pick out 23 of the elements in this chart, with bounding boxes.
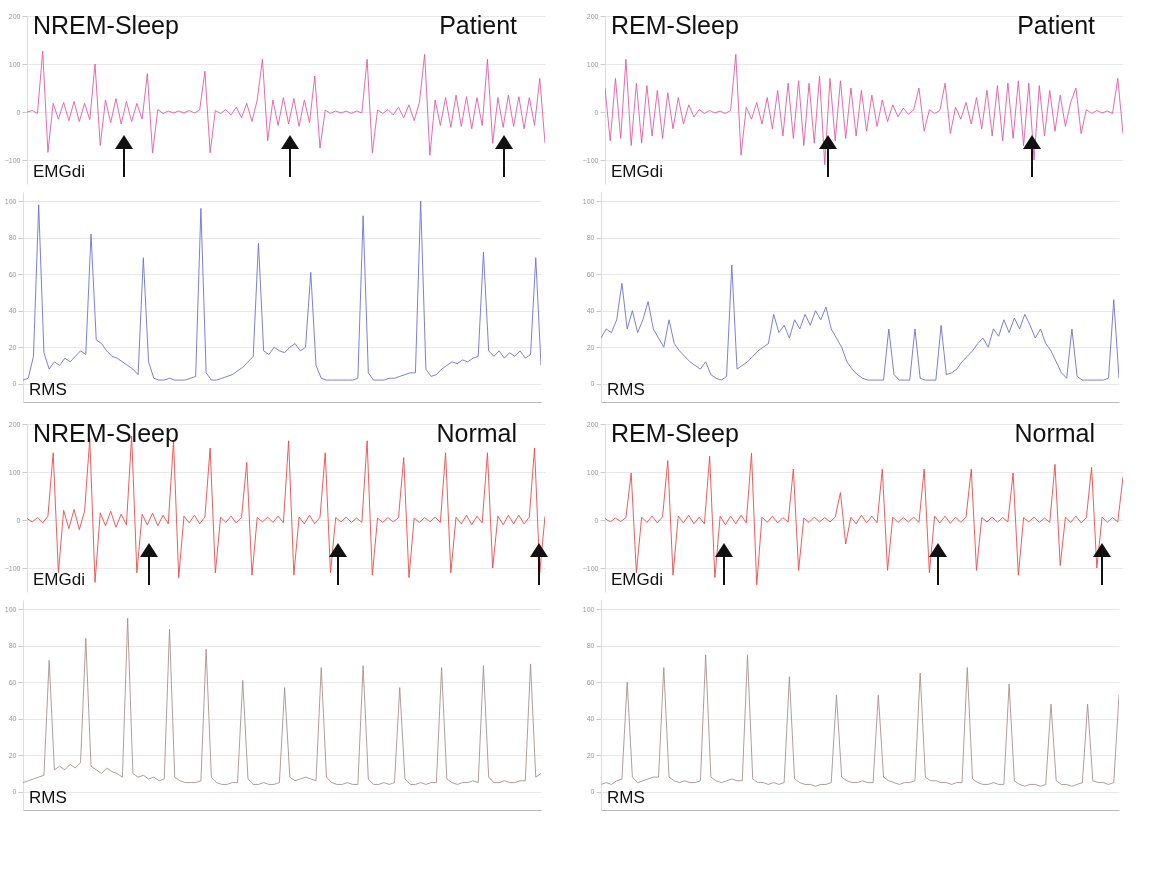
y-axis-title: EMGdi [611, 162, 663, 181]
chart-subtitle: Normal [1014, 419, 1095, 447]
chart-subtitle: Patient [1017, 11, 1096, 39]
y-axis-title: RMS [29, 380, 67, 399]
y-axis-title: EMGdi [611, 570, 663, 589]
line-series [27, 50, 545, 156]
chart-title: REM-Sleep [611, 419, 739, 447]
y-axis-title: EMGdi [33, 162, 85, 181]
chart-subtitle: Normal [436, 419, 517, 447]
line-series [601, 264, 1119, 381]
y-axis-title: RMS [607, 788, 645, 807]
line-series [601, 654, 1119, 787]
line-series [23, 200, 541, 381]
line-series [23, 617, 541, 785]
chart-title: NREM-Sleep [33, 419, 179, 447]
y-axis-title: RMS [607, 380, 645, 399]
line-series [605, 452, 1123, 586]
chart-title: REM-Sleep [611, 11, 739, 39]
chart-subtitle: Patient [439, 11, 518, 39]
chart-title: NREM-Sleep [33, 11, 179, 39]
y-axis-title: RMS [29, 788, 67, 807]
line-series [605, 53, 1123, 166]
y-axis-title: EMGdi [33, 570, 85, 589]
